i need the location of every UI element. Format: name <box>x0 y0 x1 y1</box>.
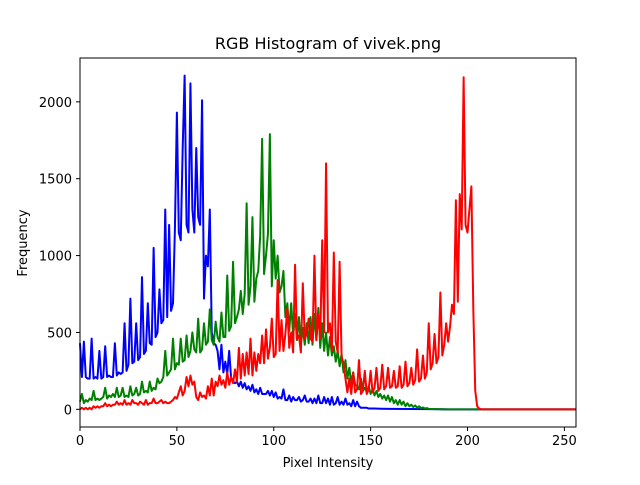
y-axis: 0 500 1000 1500 2000 <box>39 96 80 418</box>
chart-title: RGB Histogram of vivek.png <box>215 34 441 53</box>
x-axis: 0 50 100 150 200 250 <box>76 427 577 449</box>
y-tick-label: 1500 <box>39 173 72 188</box>
x-tick-label: 150 <box>358 434 383 449</box>
y-tick-label: 1000 <box>39 250 72 265</box>
x-tick-label: 0 <box>76 434 84 449</box>
x-axis-label: Pixel Intensity <box>283 456 374 471</box>
series-layer <box>79 74 576 411</box>
plot-frame <box>79 57 577 428</box>
x-tick-label: 200 <box>455 434 480 449</box>
x-tick-label: 50 <box>169 434 186 449</box>
series-line-1 <box>79 133 576 411</box>
y-tick-label: 500 <box>47 326 72 341</box>
x-tick-label: 100 <box>261 434 286 449</box>
series-line-0 <box>79 74 576 411</box>
y-tick-label: 2000 <box>39 96 72 111</box>
series-line-2 <box>79 76 576 411</box>
y-tick-label: 0 <box>64 403 72 418</box>
y-axis-label: Frequency <box>16 209 31 276</box>
x-tick-label: 250 <box>552 434 577 449</box>
